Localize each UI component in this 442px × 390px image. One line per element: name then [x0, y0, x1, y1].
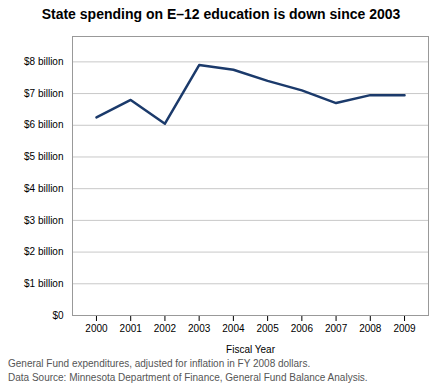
svg-text:$8 billion: $8 billion: [24, 56, 63, 67]
html-text:General Fund expenditures, adj: General Fund expenditures, adjusted for …: [8, 358, 311, 369]
html-text:Data Source: Minnesota Departm: Data Source: Minnesota Department of Fin…: [8, 371, 368, 383]
svg-text:$3 billion: $3 billion: [24, 215, 63, 226]
html-text:State spending on E–12 educati: State spending on E–12 education is down…: [41, 6, 401, 22]
svg-text:$0: $0: [52, 310, 64, 321]
svg-text:$2 billion: $2 billion: [24, 246, 63, 257]
svg-text:2001: 2001: [120, 323, 143, 334]
svg-text:2008: 2008: [359, 323, 382, 334]
svg-text:2004: 2004: [222, 323, 245, 334]
svg-text:2003: 2003: [188, 323, 211, 334]
svg-text:$7 billion: $7 billion: [24, 88, 63, 99]
svg-text:2000: 2000: [85, 323, 108, 334]
svg-text:$6 billion: $6 billion: [24, 119, 63, 130]
svg-text:2009: 2009: [393, 323, 416, 334]
svg-text:2002: 2002: [154, 323, 177, 334]
svg-text:$4 billion: $4 billion: [24, 183, 63, 194]
svg-text:2005: 2005: [256, 323, 279, 334]
svg-text:Fiscal Year: Fiscal Year: [226, 344, 276, 355]
svg-text:$1 billion: $1 billion: [24, 278, 63, 289]
svg-text:2006: 2006: [291, 323, 314, 334]
svg-text:$5 billion: $5 billion: [24, 151, 63, 162]
svg-text:2007: 2007: [325, 323, 348, 334]
